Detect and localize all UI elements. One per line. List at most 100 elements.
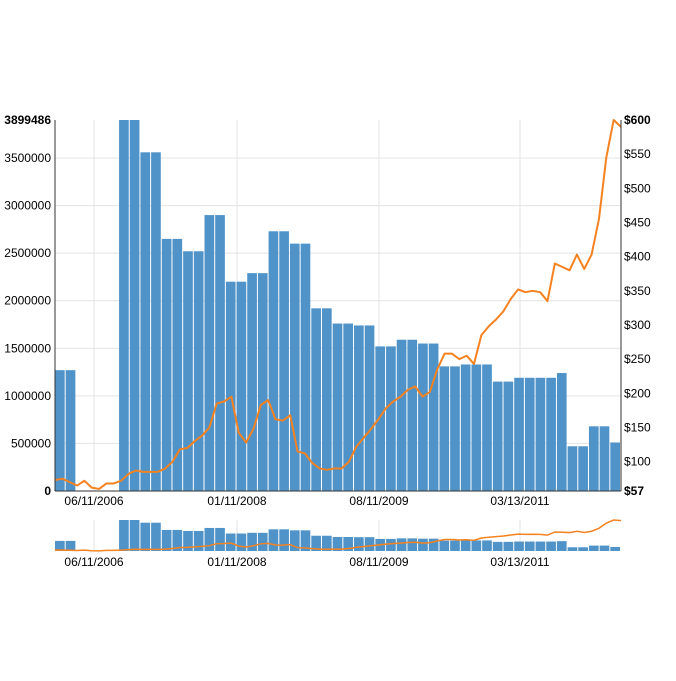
left-y-tick-label: 3000000 [4,199,51,213]
volume-bar [119,120,129,491]
right-y-tick-label: $400 [624,250,651,264]
volume-bar [588,426,599,491]
volume-bar [268,231,279,491]
volume-bar [503,381,514,491]
overview-price-line [54,519,622,552]
overview-volume-bar [129,520,140,551]
volume-bar [140,152,151,492]
volume-bar [247,273,257,491]
volume-bar [236,281,247,491]
overview-x-tick-label: 06/11/2006 [64,555,123,569]
volume-bar [354,325,364,491]
volume-bar [556,373,567,491]
right-y-axis-labels: $100 $150 $200 $250 $300 $350 $400 $450 $500 $550… [624,113,651,498]
x-tick-label: 06/11/2006 [64,494,123,508]
x-tick-label: 03/13/2011 [490,494,549,508]
right-y-max-label: $600 [624,113,651,127]
volume-bar [460,364,471,491]
x-tick-label: 01/11/2008 [207,494,266,508]
overview-volume-bar [471,540,482,551]
overview-volume-bar [364,537,375,551]
overview-volume-bar [225,533,236,551]
overview-volume-bar [610,546,620,551]
overview-bars[interactable] [55,520,620,551]
volume-bar [535,377,546,491]
volume-bar [428,343,439,491]
overview-volume-bar [439,540,450,551]
volume-bar [172,238,183,491]
overview-volume-bar [546,541,556,551]
overview-volume-bar [343,537,354,551]
overview-volume-bar [556,541,567,551]
volume-bar [151,152,161,492]
left-y-tick-label: 1000000 [4,389,51,403]
overview-volume-bar [578,547,588,551]
overview-volume-bar [535,541,546,551]
right-y-tick-label: $300 [624,318,651,332]
volume-bar [215,215,225,491]
volume-bar [471,364,482,491]
overview-volume-bar [204,527,215,551]
overview-volume-bar [524,541,535,551]
right-y-tick-label: $550 [624,147,651,161]
volume-bar [225,281,236,491]
overview-volume-bar [119,520,129,551]
overview-volume-bar [268,529,279,551]
overview-price-line-group[interactable] [54,519,622,552]
overview-x-axis-labels: 06/11/2006 01/11/2008 08/11/2009 03/13/2011 [64,555,549,569]
left-y-tick-label: 2500000 [4,246,51,260]
volume-bar [514,377,524,491]
main-axes [54,120,622,492]
overview-volume-bar [300,530,311,551]
x-tick-label: 08/11/2009 [349,494,408,508]
left-y-tick-label: 500000 [11,436,51,450]
volume-bar [482,364,492,491]
overview-x-tick-label: 08/11/2009 [349,555,408,569]
overview-volume-bar [289,530,300,551]
overview-x-tick-label: 03/13/2011 [490,555,549,569]
volume-bar [396,339,407,491]
volume-bar [343,323,354,491]
main-x-axis-labels: 06/11/2006 01/11/2008 08/11/2009 03/13/2011 [64,494,549,508]
right-y-tick-label: $150 [624,420,651,434]
overview-volume-bar [599,545,610,551]
overview-volume-bar [55,540,65,551]
overview-volume-bar [257,532,268,551]
volume-bar [321,308,332,491]
volume-bar [161,238,172,491]
overview-volume-bar [354,537,364,551]
volume-bar [450,366,460,491]
overview-volume-bar [418,538,428,551]
left-y-tick-label: 0 [44,484,51,498]
volume-bar [364,325,375,491]
overview-volume-bar [503,541,514,551]
volume-bar [524,377,535,491]
overview-volume-bar [407,538,418,551]
overview-volume-bar [236,533,247,551]
volume-bar [546,377,556,491]
overview-volume-bar [588,545,599,551]
overview-volume-bar [482,540,492,551]
volume-bar [375,346,386,491]
left-y-tick-label: 1500000 [4,341,51,355]
right-y-tick-label: $500 [624,181,651,195]
volume-bar [610,442,620,491]
volume-bar [129,120,140,491]
overview-volume-bar [311,535,321,551]
volume-bar [279,231,289,491]
overview-volume-bar [65,540,76,551]
right-y-min-label: $57 [624,484,644,498]
left-y-tick-label: 2000000 [4,294,51,308]
right-y-tick-label: $250 [624,352,651,366]
volume-bar [257,273,268,491]
volume-bar [311,308,321,491]
overview-volume-bar [183,530,193,551]
overview-volume-bar [460,540,471,551]
volume-bar [183,251,193,491]
right-y-tick-label: $200 [624,386,651,400]
volume-bar [300,243,311,491]
overview-volume-bar [492,541,503,551]
overview-volume-bar [193,530,204,551]
overview-volume-bar [247,532,257,551]
